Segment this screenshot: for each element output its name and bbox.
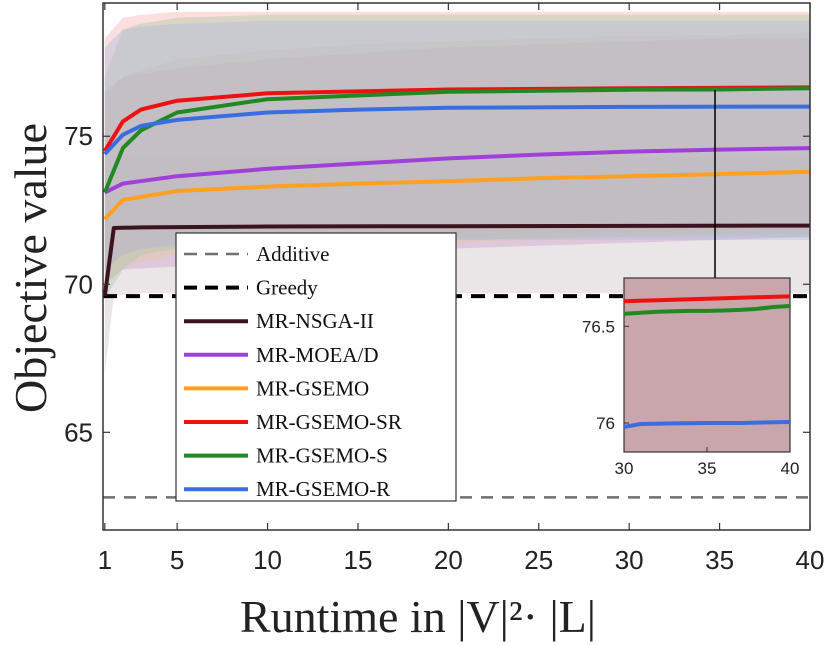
legend: Additive Greedy MR-NSGA-II MR-MOEA/D MR-GSEM… <box>175 232 457 502</box>
x-tick-label: 1 <box>98 545 112 575</box>
x-tick-label: 25 <box>524 545 553 575</box>
line-mr-gsemo-s <box>103 86 810 194</box>
x-tick-label: 30 <box>615 545 644 575</box>
inset-x-tick-label: 40 <box>781 459 800 478</box>
line-mr-moea-d <box>103 146 810 195</box>
inset-y-axis: 76 76.5 <box>582 317 629 433</box>
legend-label-mr-gsemo: MR-GSEMO <box>256 376 369 400</box>
inset-x-axis: 30 35 40 <box>615 447 800 478</box>
inset-line-mr-gsemo-s <box>624 304 790 316</box>
inset-line-mr-gsemo-r <box>624 420 790 429</box>
x-axis: 1 5 10 15 20 25 30 35 40 <box>98 3 825 575</box>
legend-label-mr-gsemo-sr: MR-GSEMO-SR <box>256 410 402 434</box>
band-mr-gsemo-r <box>104 20 810 270</box>
legend-label-greedy: Greedy <box>256 276 318 300</box>
inset-series-lines <box>624 294 790 429</box>
x-tick-label: 10 <box>253 545 282 575</box>
inset-chart: 30 35 40 76 76.5 <box>582 277 800 478</box>
legend-label-additive: Additive <box>256 242 330 266</box>
x-tick-label: 35 <box>705 545 734 575</box>
band-mr-nsga-ii <box>104 157 810 374</box>
legend-label-mr-gsemo-r: MR-GSEMO-R <box>256 477 390 501</box>
inset-x-tick-label: 35 <box>698 459 717 478</box>
y-tick-label: 75 <box>64 121 93 151</box>
y-tick-label: 70 <box>64 269 93 299</box>
x-tick-label: 20 <box>434 545 463 575</box>
inset-x-tick-label: 30 <box>615 459 634 478</box>
inset-y-tick-label: 76 <box>596 414 615 433</box>
plot-frame <box>102 2 811 531</box>
line-mr-gsemo <box>103 169 810 221</box>
x-tick-label: 5 <box>170 545 184 575</box>
legend-label-mr-nsga-ii: MR-NSGA-II <box>256 309 374 333</box>
legend-label-mr-gsemo-s: MR-GSEMO-S <box>256 444 388 468</box>
x-tick-label: 40 <box>796 545 825 575</box>
y-axis: 65 70 75 <box>64 121 810 447</box>
series-lines <box>103 85 810 297</box>
inset-y-tick-label: 76.5 <box>582 317 615 336</box>
x-tick-label: 15 <box>343 545 372 575</box>
inset-frame <box>623 277 791 453</box>
x-axis-label: Runtime in |V|²· |L| <box>240 591 596 642</box>
y-axis-label: Objective value <box>5 123 56 413</box>
inset-line-mr-gsemo-sr <box>624 294 790 304</box>
legend-label-mr-moea-d: MR-MOEA/D <box>256 343 379 367</box>
line-mr-nsga-ii <box>103 223 810 297</box>
band-mr-gsemo-sr <box>104 11 810 270</box>
line-mr-gsemo-r <box>103 104 810 156</box>
y-tick-label: 65 <box>64 417 93 447</box>
